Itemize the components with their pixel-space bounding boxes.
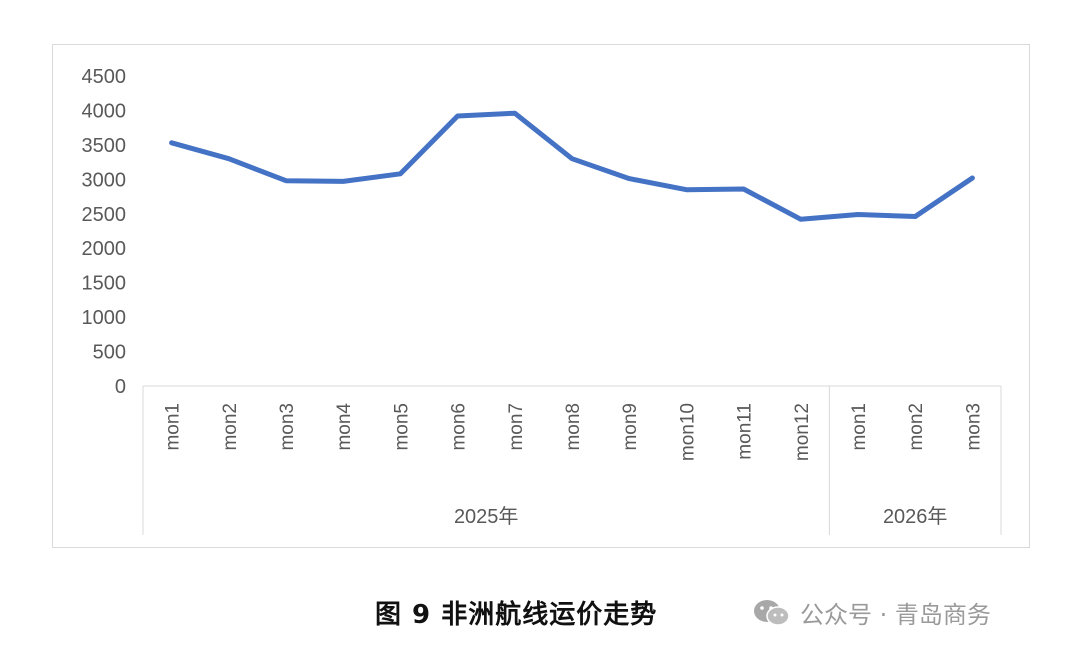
x-tick-label: mon4	[334, 403, 355, 451]
y-tick-label: 1500	[82, 273, 127, 295]
x-tick-label: mon11	[735, 403, 756, 460]
y-tick-label: 3000	[82, 169, 127, 191]
x-tick-label: mon5	[391, 403, 412, 451]
y-tick-label: 3500	[82, 135, 127, 157]
x-tick-label: mon3	[963, 403, 984, 451]
x-tick-label: mon1	[849, 403, 870, 451]
figure-caption: 图 9 非洲航线运价走势	[375, 600, 658, 630]
y-tick-label: 2000	[82, 238, 127, 260]
watermark: 公众号 · 青岛商务	[752, 595, 991, 630]
series-line	[169, 110, 975, 222]
x-tick-label: mon7	[506, 403, 527, 451]
y-tick-label: 0	[115, 376, 126, 398]
y-tick-label: 4500	[82, 66, 127, 88]
chart-frame: 0 500 1000 1500 2000 2500 3000 3500 4000 4500 mon1…	[52, 44, 1030, 548]
group-label: 2025年	[454, 505, 519, 528]
watermark-text: 公众号 · 青岛商务	[800, 601, 991, 629]
y-tick-label: 4000	[82, 100, 127, 122]
y-tick-label: 500	[93, 342, 126, 364]
x-tick-label: mon3	[277, 403, 298, 451]
line-chart: 0 500 1000 1500 2000 2500 3000 3500 4000 4500 mon1…	[82, 66, 1002, 535]
y-tick-label: 1000	[82, 307, 127, 329]
x-tick-label: mon6	[449, 403, 470, 451]
x-tick-label: mon10	[677, 403, 698, 461]
y-tick-label: 2500	[82, 204, 127, 226]
x-tick-label: mon2	[906, 403, 927, 451]
x-tick-label: mon9	[620, 403, 641, 451]
wechat-icon	[754, 599, 790, 626]
x-tick-label: mon2	[220, 403, 241, 451]
x-tick-label: mon12	[792, 403, 813, 461]
group-label: 2026年	[883, 505, 948, 528]
x-tick-label: mon1	[163, 403, 184, 451]
x-tick-label: mon8	[563, 403, 584, 451]
